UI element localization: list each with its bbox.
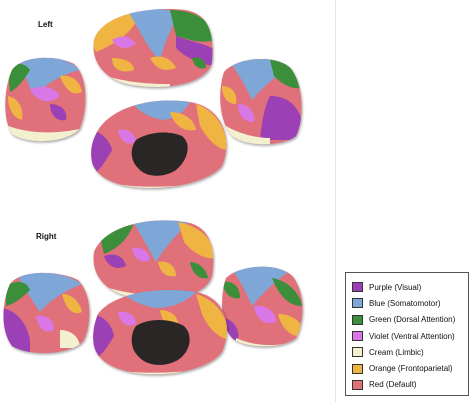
swatch-limbic: [352, 347, 363, 358]
legend-label: Blue (Somatomotor): [369, 298, 441, 308]
legend-item-default: Red (Default): [352, 377, 464, 393]
right-posterior-brain: [3, 272, 90, 354]
left-anterior-brain: [5, 57, 86, 142]
left-medial-brain: [91, 100, 227, 188]
legend-item-limbic: Cream (Limbic): [352, 344, 464, 360]
legend-item-dorsal-attention: Green (Dorsal Attention): [352, 312, 464, 328]
swatch-ventral-attention: [352, 331, 363, 342]
swatch-default: [352, 379, 363, 390]
right-lateral-brain: [93, 220, 214, 300]
legend-label: Red (Default): [369, 380, 417, 390]
legend-label: Violet (Ventral Attention): [369, 331, 455, 341]
medial-wall: [131, 320, 190, 365]
legend-item-ventral-attention: Violet (Ventral Attention): [352, 328, 464, 344]
legend-label: Green (Dorsal Attention): [369, 315, 456, 325]
brain-surfaces: [3, 9, 303, 375]
right-medial-brain: [93, 290, 227, 375]
left-hemisphere-label: Left: [38, 20, 53, 29]
right-hemisphere-label: Right: [36, 232, 57, 241]
swatch-somatomotor: [352, 298, 363, 309]
swatch-frontoparietal: [352, 363, 363, 374]
legend-label: Purple (Visual): [369, 282, 422, 292]
left-lateral-brain: [93, 9, 213, 88]
figure-divider: [335, 0, 336, 402]
swatch-visual: [352, 282, 363, 293]
legend-label: Orange (Frontoparietal): [369, 364, 453, 374]
left-posterior-brain: [220, 58, 302, 145]
legend-label: Cream (Limbic): [369, 347, 424, 357]
legend-item-somatomotor: Blue (Somatomotor): [352, 295, 464, 311]
legend-item-visual: Purple (Visual): [352, 279, 464, 295]
right-anterior-brain: [222, 266, 303, 347]
legend-item-frontoparietal: Orange (Frontoparietal): [352, 360, 464, 376]
swatch-dorsal-attention: [352, 314, 363, 325]
medial-wall: [131, 132, 188, 176]
network-legend: Purple (Visual) Blue (Somatomotor) Green…: [345, 272, 469, 396]
